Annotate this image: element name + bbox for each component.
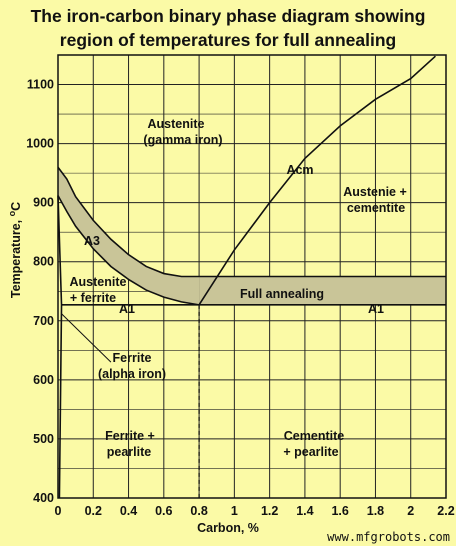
label-austenite: Austenite [148, 117, 205, 131]
phase-lines [57, 55, 446, 499]
y-axis-ticks: 400 500 600 700 800 900 1000 1100 [26, 78, 54, 505]
label-a1-right: A1 [368, 302, 384, 316]
x-tick-label: 1.6 [331, 504, 348, 518]
label-cementite-pearlite-1: Cementite [284, 429, 344, 443]
label-austenite-ferrite-2: + ferrite [70, 291, 116, 305]
label-acm: Acm [286, 163, 313, 177]
a3-transition-band [58, 167, 200, 305]
ferrite-leader-line [61, 313, 112, 363]
x-tick-label: 1.8 [367, 504, 384, 518]
label-austenie-cementite-2: cementite [347, 201, 405, 215]
y-tick-label: 1000 [26, 137, 54, 151]
label-gamma-iron: (gamma iron) [143, 133, 222, 147]
y-tick-label: 600 [33, 373, 54, 387]
acm-line [198, 55, 436, 306]
label-a3: A3 [84, 234, 100, 248]
label-ferrite-pearlite-2: pearlite [107, 445, 152, 459]
x-tick-label: 2.2 [437, 504, 454, 518]
label-austenite-ferrite-1: Austenite [70, 275, 127, 289]
watermark: www.mfgrobots.com [327, 530, 450, 544]
y-tick-label: 900 [33, 196, 54, 210]
plot-frame [57, 54, 447, 499]
x-axis-ticks: 0 0.2 0.4 0.6 0.8 1 1.2 1.4 1.6 1.8 2 2.2 [55, 504, 455, 518]
label-ferrite: Ferrite [113, 351, 152, 365]
full-annealing-band [199, 276, 446, 305]
x-tick-label: 2 [407, 504, 414, 518]
label-austenie-cementite-1: Austenie + [343, 185, 407, 199]
a3-upper-line [57, 166, 200, 278]
ferrite-boundary-line [57, 195, 63, 499]
y-tick-label: 1100 [27, 78, 54, 92]
x-tick-label: 1.4 [296, 504, 313, 518]
x-tick-label: 1 [231, 504, 238, 518]
label-a1-left: A1 [119, 302, 135, 316]
x-tick-label: 0.8 [190, 504, 207, 518]
x-tick-label: 0.4 [120, 504, 137, 518]
bands [58, 167, 446, 305]
label-alpha-iron: (alpha iron) [98, 367, 166, 381]
y-tick-label: 700 [33, 314, 54, 328]
x-tick-label: 1.2 [261, 504, 278, 518]
a3-lower-line [57, 195, 200, 306]
chart-subtitle: region of temperatures for full annealin… [59, 30, 397, 50]
y-axis-title: Temperature, oC [7, 202, 23, 298]
label-ferrite-pearlite-1: Ferrite + [105, 429, 155, 443]
x-tick-label: 0.6 [155, 504, 172, 518]
label-full-annealing: Full annealing [240, 287, 324, 301]
region-labels: Austenite (gamma iron) Acm Austenie + ce… [70, 117, 407, 459]
x-axis-title: Carbon, % [197, 521, 259, 535]
x-tick-label: 0.2 [85, 504, 102, 518]
y-tick-label: 800 [33, 255, 54, 269]
x-tick-label: 0 [55, 504, 62, 518]
label-cementite-pearlite-2: + pearlite [283, 445, 338, 459]
y-tick-label: 500 [33, 432, 54, 446]
chart-title: The iron-carbon binary phase diagram sho… [30, 6, 426, 26]
y-tick-label: 400 [33, 491, 54, 505]
